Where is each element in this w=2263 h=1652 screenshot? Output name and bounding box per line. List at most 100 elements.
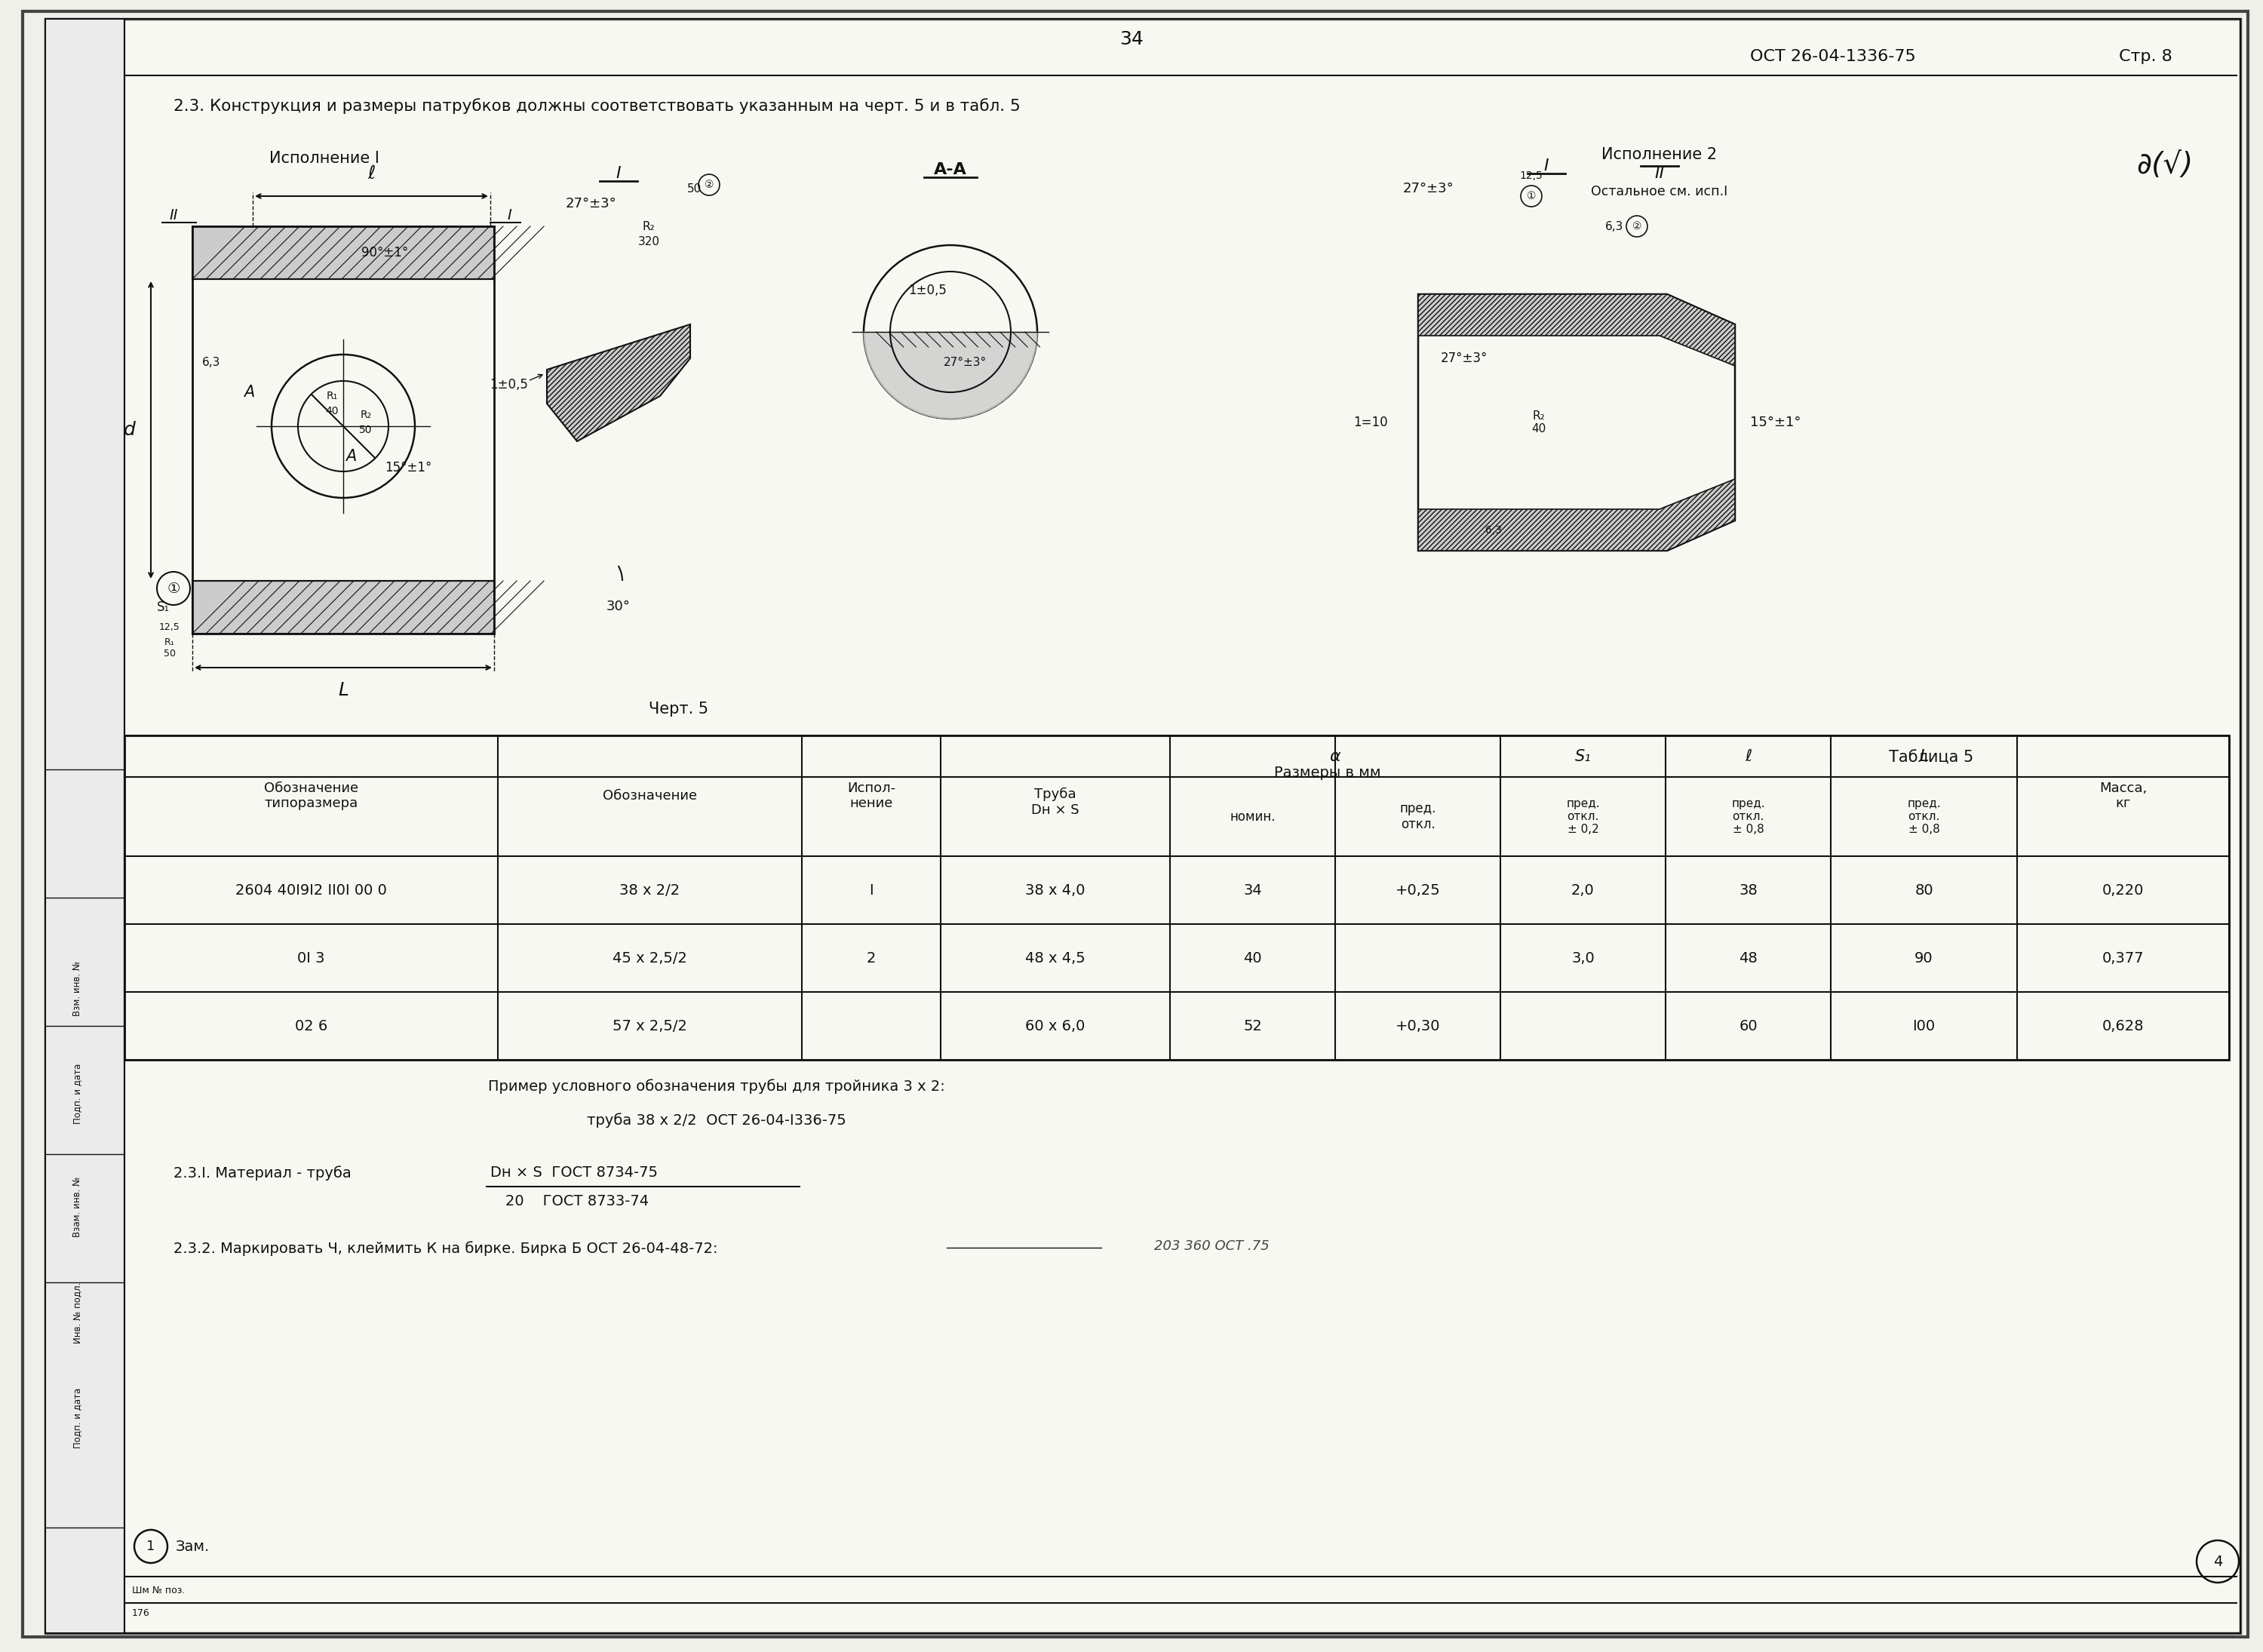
Text: Шм № поз.: Шм № поз. [131,1586,186,1596]
Text: ℓ: ℓ [367,165,376,183]
Text: 2: 2 [867,952,876,965]
Text: A: A [346,449,355,464]
Text: I: I [869,882,874,897]
Text: R₁: R₁ [326,392,337,401]
Text: 0,220: 0,220 [2102,882,2143,897]
Bar [1335,775,1500,778]
Text: 38: 38 [1738,882,1758,897]
Text: S₁: S₁ [156,600,170,615]
Text: Стр. 8: Стр. 8 [2118,50,2172,64]
Text: 320: 320 [638,236,661,248]
Text: II: II [170,208,179,223]
Text: Таблица 5: Таблица 5 [1890,750,1973,765]
Polygon shape [864,332,1036,418]
Text: 0I 3: 0I 3 [296,952,326,965]
Text: Исполнение I: Исполнение I [269,150,380,165]
Text: 27°±3°: 27°±3° [944,357,987,368]
Text: Остальное см. исп.I: Остальное см. исп.I [1591,185,1729,198]
Polygon shape [548,324,690,441]
Text: L: L [337,681,349,699]
Text: 38 х 2/2: 38 х 2/2 [620,882,681,897]
Text: Взм. инв. №: Взм. инв. № [72,960,81,1016]
Text: I: I [616,165,620,182]
Text: 203 360 ОСТ .75: 203 360 ОСТ .75 [1154,1239,1270,1252]
Bar [2019,775,2229,778]
Text: 50: 50 [686,183,702,195]
Text: пред.
откл.
± 0,2: пред. откл. ± 0,2 [1566,798,1600,836]
Text: 1±0,5: 1±0,5 [910,284,946,297]
Text: 12,5: 12,5 [158,623,181,633]
Text: Черт. 5: Черт. 5 [649,702,708,717]
Text: 6,3: 6,3 [1604,221,1623,231]
Text: Обозначение
типоразмера: Обозначение типоразмера [265,781,358,811]
Polygon shape [1419,294,1736,365]
Text: 34: 34 [1242,882,1263,897]
Text: 4: 4 [2213,1555,2222,1569]
Text: L: L [1919,748,1928,763]
Text: I: I [1543,159,1548,173]
Text: 2.3.2. Маркировать Ч, клеймить К на бирке. Бирка Б ОСТ 26-04-48-72:: 2.3.2. Маркировать Ч, клеймить К на бирк… [174,1241,717,1256]
Text: 0,628: 0,628 [2102,1019,2143,1032]
Text: R₂: R₂ [360,410,371,420]
Text: 50: 50 [360,425,373,434]
Text: номин.: номин. [1229,809,1276,823]
Text: 2604 40I9I2 II0I 00 0: 2604 40I9I2 II0I 00 0 [235,882,387,897]
Text: Подп. и дата: Подп. и дата [72,1064,81,1123]
Text: ①: ① [167,582,181,596]
Text: Подп. и дата: Подп. и дата [72,1388,81,1449]
Text: 38 х 4,0: 38 х 4,0 [1025,882,1086,897]
Text: 2.3.I. Материал - труба: 2.3.I. Материал - труба [174,1165,351,1180]
Text: 15°±1°: 15°±1° [1749,416,1801,430]
Text: d: d [124,421,136,439]
Text: Исполнение 2: Исполнение 2 [1602,147,1718,162]
Text: S₁: S₁ [1575,748,1591,763]
Text: 1±0,5: 1±0,5 [489,378,527,392]
Text: Масса,
кг: Масса, кг [2100,781,2148,811]
Text: ∂(√): ∂(√) [2136,150,2193,180]
Text: 1=10: 1=10 [1353,416,1387,430]
Text: +0,30: +0,30 [1396,1019,1439,1032]
Text: Испол-
нение: Испол- нение [846,781,896,811]
Text: Инв. № подл.: Инв. № подл. [72,1282,81,1343]
Bar [192,226,493,279]
Text: 40: 40 [326,406,339,416]
Text: A: A [244,385,253,400]
Text: I00: I00 [1912,1019,1935,1032]
Bar [127,775,1170,778]
Text: 27°±3°: 27°±3° [1442,352,1487,365]
Text: 80: 80 [1914,882,1933,897]
Text: 15°±1°: 15°±1° [385,461,432,474]
Text: Зам.: Зам. [177,1540,210,1553]
Text: ОСТ 26-04-1336-75: ОСТ 26-04-1336-75 [1749,50,1917,64]
Text: II: II [1654,165,1666,182]
Text: Размеры в мм: Размеры в мм [1274,765,1380,780]
Text: ②: ② [704,180,713,190]
Text: 12,5: 12,5 [1521,170,1543,182]
Text: ℓ: ℓ [1745,748,1752,763]
Text: труба 38 х 2/2  ОСТ 26-04-I336-75: труба 38 х 2/2 ОСТ 26-04-I336-75 [586,1113,846,1128]
Text: 30°: 30° [606,600,631,613]
Text: Взам. инв. №: Взам. инв. № [72,1176,81,1237]
Text: 2.3. Конструкция и размеры патрубков должны соответствовать указанным на черт. 5: 2.3. Конструкция и размеры патрубков дол… [174,97,1021,114]
Text: Пример условного обозначения трубы для тройника 3 х 2:: Пример условного обозначения трубы для т… [489,1079,946,1094]
Text: ①: ① [1528,192,1537,202]
Text: Обозначение: Обозначение [602,790,697,803]
Text: 52: 52 [1242,1019,1263,1032]
Text: пред.
откл.
± 0,8: пред. откл. ± 0,8 [1731,798,1765,836]
Text: 176: 176 [131,1607,149,1617]
Text: 34: 34 [1120,30,1143,48]
Text: 48 х 4,5: 48 х 4,5 [1025,952,1086,965]
Text: R₁
50: R₁ 50 [163,638,177,659]
Text: 45 х 2,5/2: 45 х 2,5/2 [613,952,688,965]
Text: A-A: A-A [935,162,966,177]
Text: 2,0: 2,0 [1571,882,1595,897]
Text: 48: 48 [1738,952,1758,965]
Text: 60: 60 [1738,1019,1758,1032]
Text: пред.
откл.: пред. откл. [1399,801,1437,831]
Polygon shape [1419,479,1736,550]
Text: α: α [1331,748,1340,763]
Text: 90°±1°: 90°±1° [362,246,407,259]
Text: 27°±3°: 27°±3° [566,197,618,210]
Text: пред.
откл.
± 0,8: пред. откл. ± 0,8 [1908,798,1942,836]
Text: 40: 40 [1242,952,1263,965]
